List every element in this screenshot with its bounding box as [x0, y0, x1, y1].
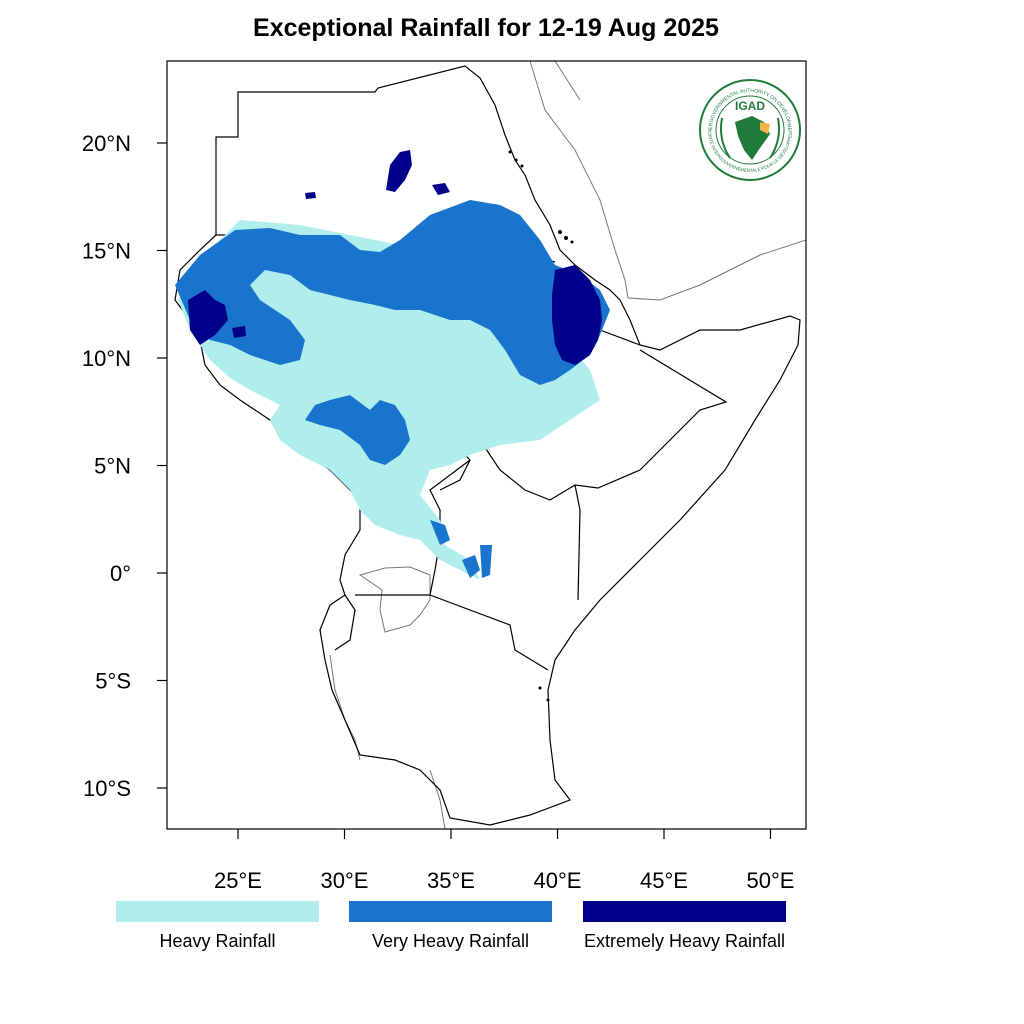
rainfall-extreme-layer [188, 150, 602, 365]
lon-tick-label: 25°E [214, 868, 262, 893]
lat-tick-label: 0° [110, 561, 131, 586]
lon-tick-label: 30°E [321, 868, 369, 893]
lon-tick-label: 35°E [427, 868, 475, 893]
lon-tick-label: 50°E [747, 868, 795, 893]
lat-tick-label: 15°N [82, 239, 131, 264]
legend-swatch [349, 901, 552, 922]
igad-region-icon [760, 122, 770, 134]
legend-swatch [116, 901, 319, 922]
lat-tick-label: 5°S [95, 669, 131, 694]
longitude-axis: 25°E 30°E 35°E 40°E 45°E 50°E [214, 829, 794, 893]
lon-tick-label: 45°E [640, 868, 688, 893]
map-title: Exceptional Rainfall for 12-19 Aug 2025 [253, 14, 719, 42]
legend-label: Heavy Rainfall [159, 931, 275, 951]
lat-tick-label: 20°N [82, 131, 131, 156]
map-panel: INTERGOVERNMENTAL AUTHORITY ON DEVELOPME… [167, 61, 806, 829]
legend-swatch [583, 901, 786, 922]
coast-islands [508, 150, 574, 702]
legend: Heavy Rainfall Very Heavy Rainfall Extreme… [116, 901, 786, 951]
latitude-axis: 20°N 15°N 10°N 5°N 0° 5°S 10°S [82, 131, 167, 801]
lon-tick-label: 40°E [534, 868, 582, 893]
laurel-left-icon [720, 117, 731, 159]
legend-label: Extremely Heavy Rainfall [584, 931, 785, 951]
rainfall-very-heavy-layer [175, 200, 610, 578]
map-frame [166, 60, 807, 830]
laurel-right-icon [769, 117, 780, 159]
lat-tick-label: 10°N [82, 346, 131, 371]
lat-tick-label: 10°S [83, 776, 131, 801]
lat-tick-label: 5°N [94, 454, 131, 479]
logo-abbrev: IGAD [735, 99, 765, 113]
legend-label: Very Heavy Rainfall [372, 931, 529, 951]
